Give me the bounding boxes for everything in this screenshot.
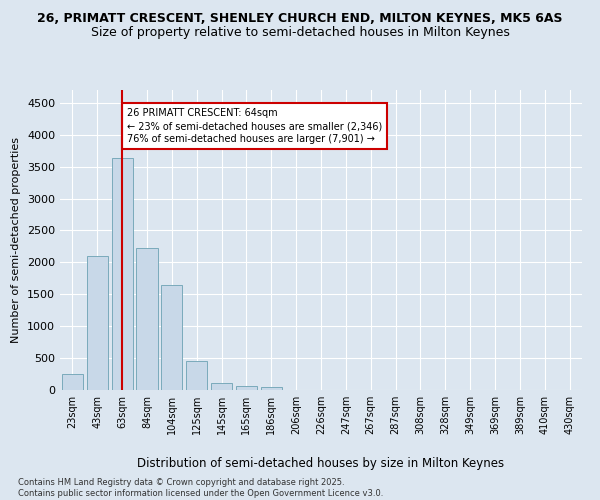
- Bar: [186, 362, 207, 390]
- Text: Distribution of semi-detached houses by size in Milton Keynes: Distribution of semi-detached houses by …: [137, 458, 505, 470]
- Text: Size of property relative to semi-detached houses in Milton Keynes: Size of property relative to semi-detach…: [91, 26, 509, 39]
- Y-axis label: Number of semi-detached properties: Number of semi-detached properties: [11, 137, 22, 343]
- Bar: [236, 386, 257, 390]
- Text: 26 PRIMATT CRESCENT: 64sqm
← 23% of semi-detached houses are smaller (2,346)
76%: 26 PRIMATT CRESCENT: 64sqm ← 23% of semi…: [127, 108, 382, 144]
- Bar: [136, 248, 158, 390]
- Bar: [62, 374, 83, 390]
- Bar: [261, 387, 282, 390]
- Text: 26, PRIMATT CRESCENT, SHENLEY CHURCH END, MILTON KEYNES, MK5 6AS: 26, PRIMATT CRESCENT, SHENLEY CHURCH END…: [37, 12, 563, 26]
- Bar: [161, 286, 182, 390]
- Bar: [211, 383, 232, 390]
- Bar: [112, 158, 133, 390]
- Bar: [87, 256, 108, 390]
- Text: Contains HM Land Registry data © Crown copyright and database right 2025.
Contai: Contains HM Land Registry data © Crown c…: [18, 478, 383, 498]
